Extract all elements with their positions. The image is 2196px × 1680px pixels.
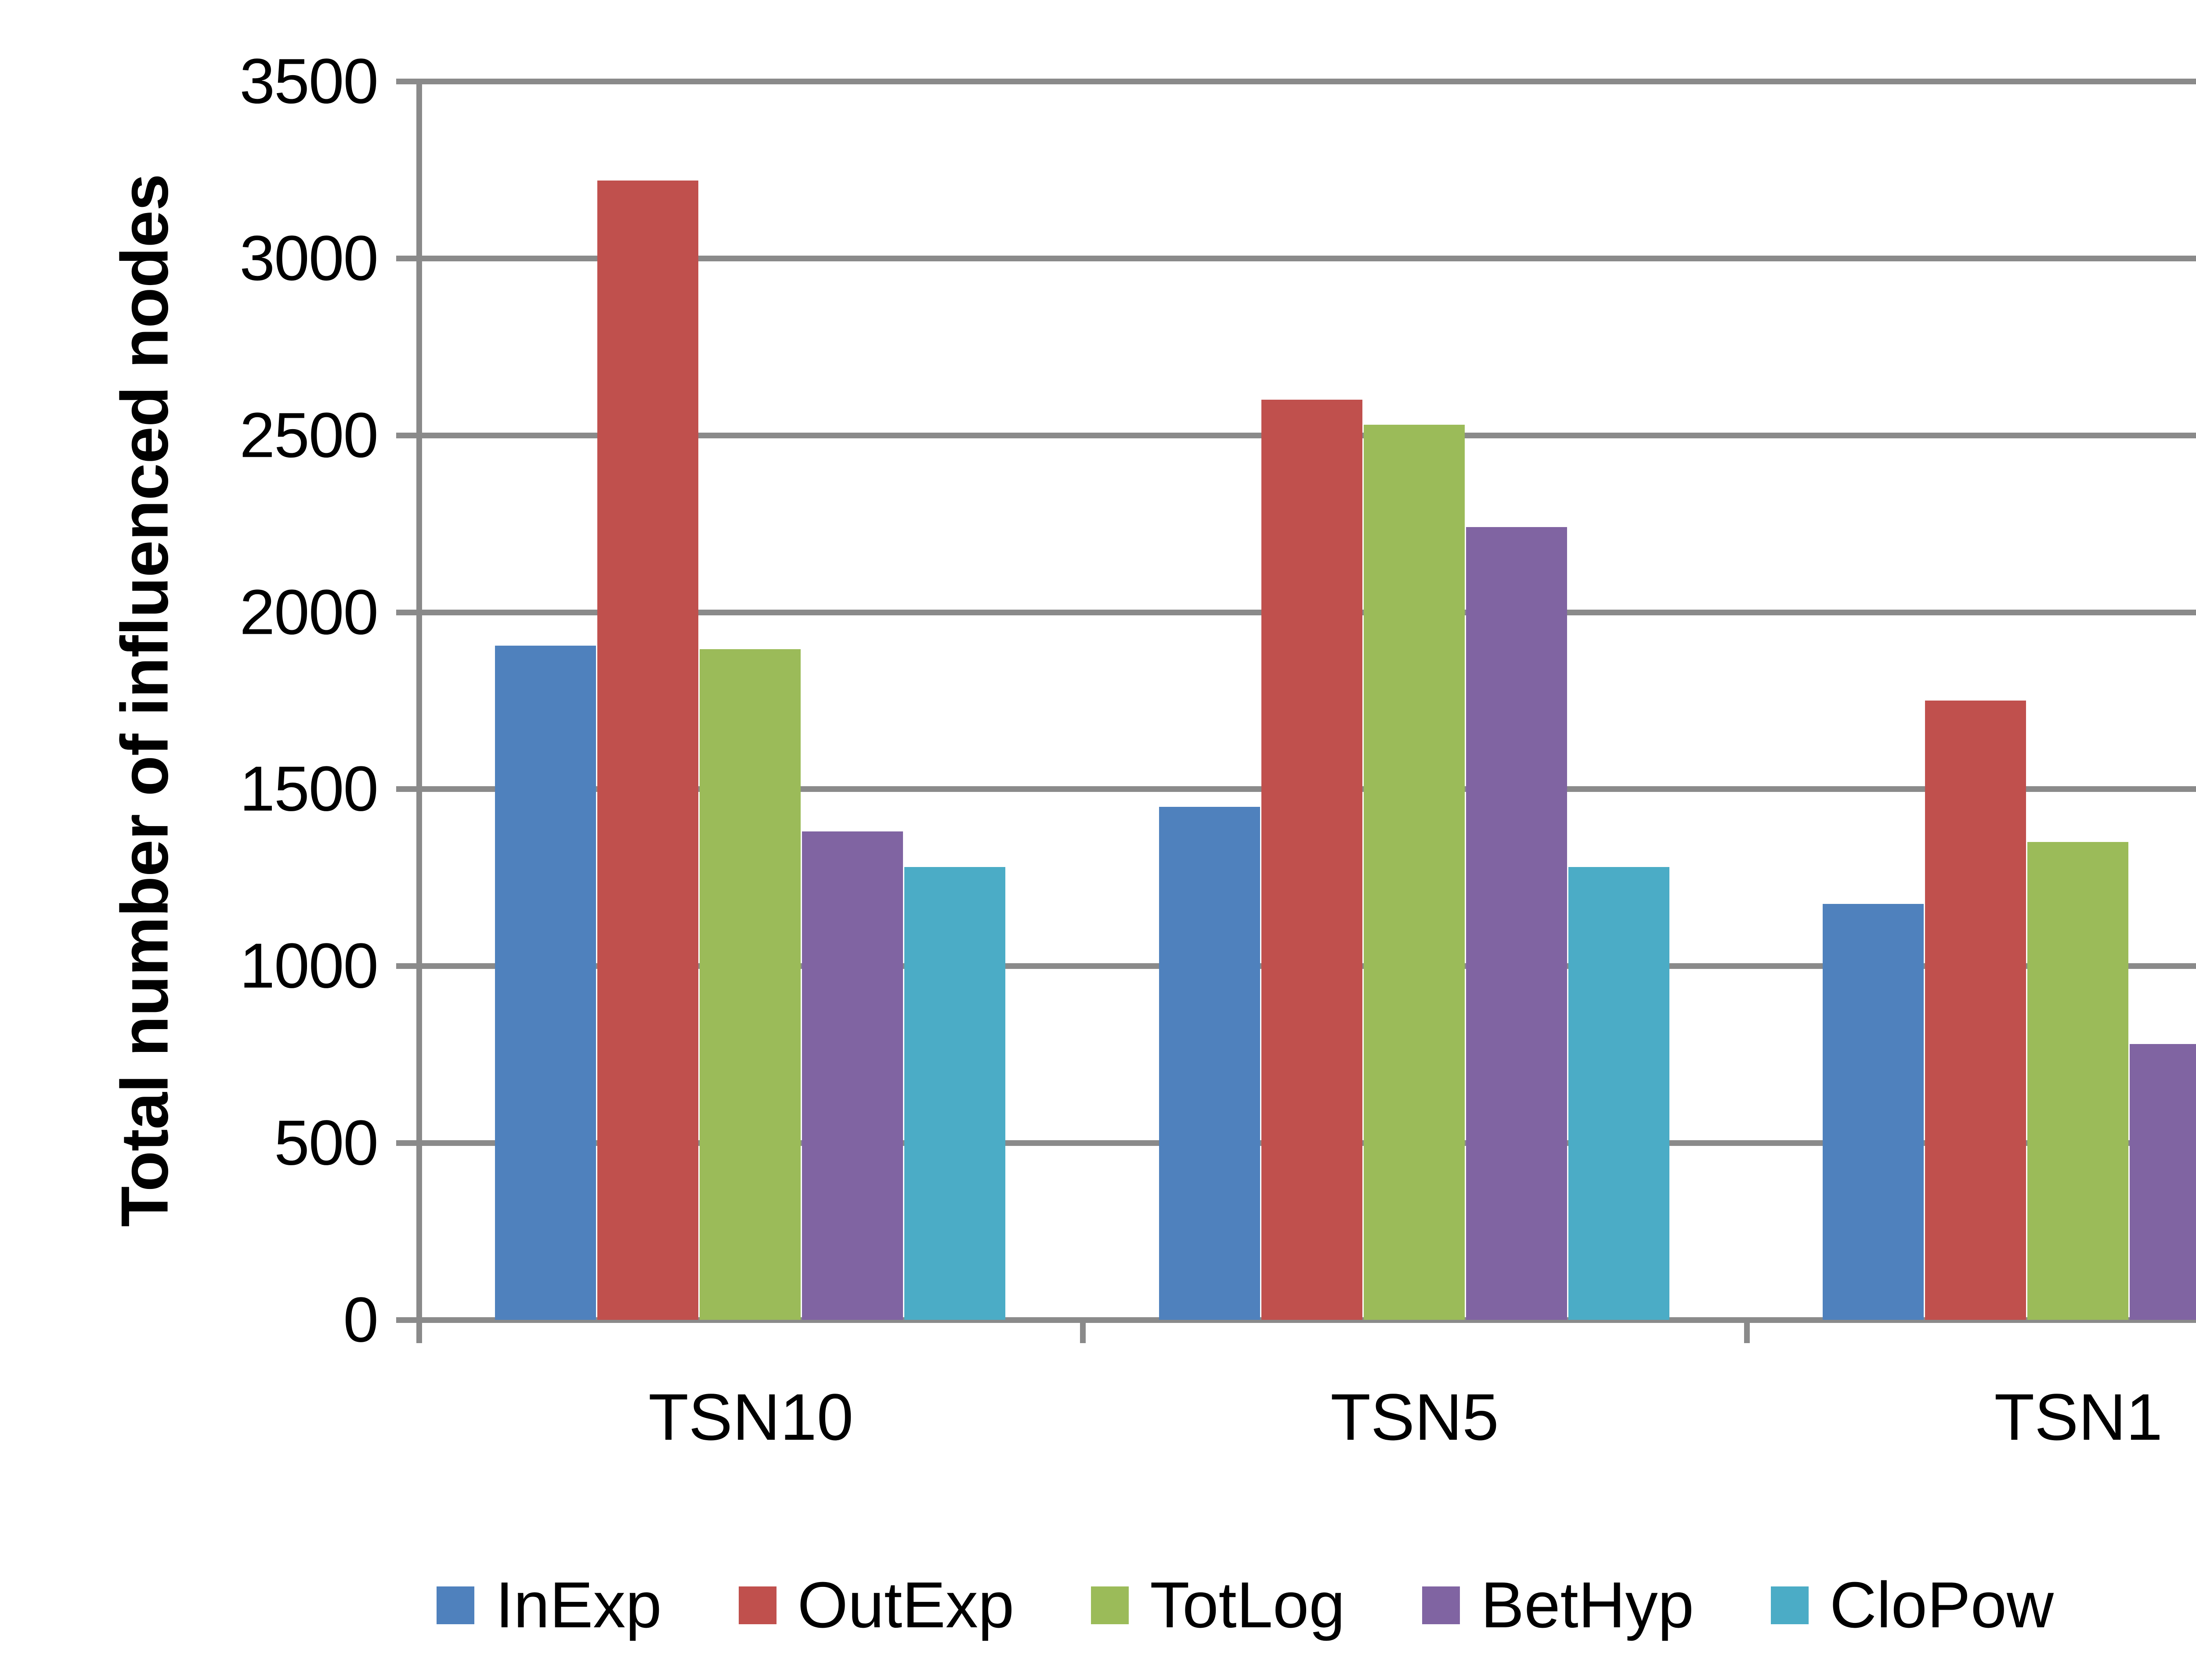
legend-label-CloPow: CloPow <box>1829 1569 2054 1641</box>
legend-label-OutExp: OutExp <box>797 1569 1015 1641</box>
bar-TSN10-CloPow <box>904 867 1005 1320</box>
x-axis-label-TSN10: TSN10 <box>648 1380 854 1454</box>
legend-item-CloPow: CloPow <box>1770 1568 2054 1643</box>
bar-TSN10-OutExp <box>597 181 698 1320</box>
x-axis-label-TSN1: TSN1 <box>1994 1380 2163 1454</box>
y-tick-label-0: 0 <box>343 1284 379 1355</box>
y-tick-label-1000: 1000 <box>239 930 379 1001</box>
legend: InExp OutExp TotLog BetHyp CloPow <box>0 1568 2196 1643</box>
bar-TSN1-InExp <box>1823 904 1924 1320</box>
bar-TSN5-BetHyp <box>1466 527 1567 1320</box>
legend-item-InExp: InExp <box>437 1568 662 1643</box>
plot-area <box>396 79 2196 1343</box>
y-tick-label-3000: 3000 <box>239 222 379 294</box>
x-axis-tick <box>1080 1320 1086 1343</box>
bar-TSN1-TotLog <box>2027 842 2128 1320</box>
x-axis-tick <box>416 1320 422 1343</box>
legend-item-OutExp: OutExp <box>738 1568 1015 1643</box>
y-tick-label-2500: 2500 <box>239 399 379 471</box>
y-axis-line <box>416 81 422 1320</box>
legend-marker-InExp <box>437 1586 475 1624</box>
x-axis-label-TSN5: TSN5 <box>1330 1380 1499 1454</box>
bar-TSN5-OutExp <box>1261 400 1362 1320</box>
legend-marker-OutExp <box>738 1586 777 1624</box>
y-tick-label-500: 500 <box>274 1107 379 1178</box>
legend-marker-BetHyp <box>1422 1586 1460 1624</box>
bar-TSN5-TotLog <box>1364 425 1465 1320</box>
legend-item-BetHyp: BetHyp <box>1422 1568 1694 1643</box>
bar-TSN1-OutExp <box>1925 701 2026 1320</box>
bar-TSN1-BetHyp <box>2130 1044 2196 1320</box>
bar-TSN10-InExp <box>495 646 596 1320</box>
legend-item-TotLog: TotLog <box>1091 1568 1345 1643</box>
y-tick-label-3500: 3500 <box>239 45 379 117</box>
x-axis-tick <box>1744 1320 1750 1343</box>
legend-label-TotLog: TotLog <box>1150 1569 1345 1641</box>
y-tick-label-2000: 2000 <box>239 576 379 648</box>
legend-marker-TotLog <box>1091 1586 1129 1624</box>
gridline-3500 <box>396 79 2196 84</box>
y-tick-label-1500: 1500 <box>239 753 379 824</box>
legend-marker-CloPow <box>1770 1586 1809 1624</box>
bar-TSN5-CloPow <box>1568 867 1669 1320</box>
y-axis-tick-labels: 0 500 1000 1500 2000 2500 3000 3500 <box>0 0 379 1680</box>
bar-TSN10-TotLog <box>700 649 801 1320</box>
bar-TSN10-BetHyp <box>802 831 903 1320</box>
bar-TSN5-InExp <box>1159 807 1260 1320</box>
legend-label-InExp: InExp <box>495 1569 662 1641</box>
legend-label-BetHyp: BetHyp <box>1481 1569 1694 1641</box>
